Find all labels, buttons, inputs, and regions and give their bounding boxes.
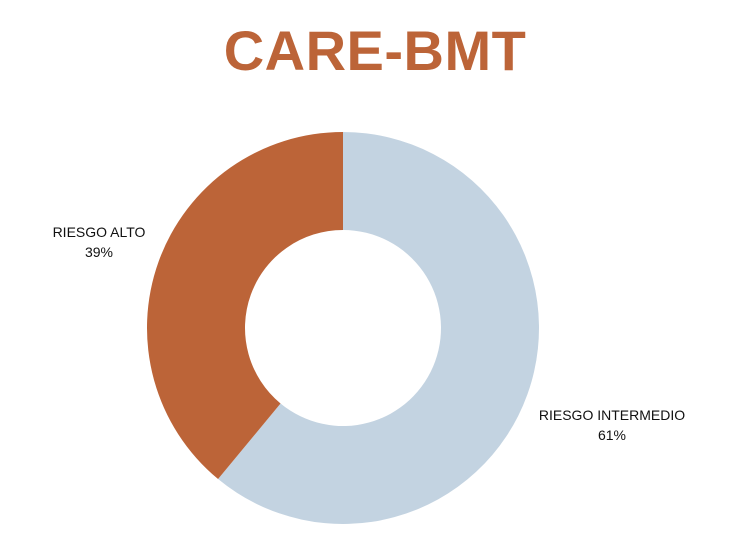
slice-label: RIESGO ALTO	[53, 224, 146, 240]
slice-riesgo-alto	[147, 132, 343, 480]
slice-value-label: 39%	[85, 244, 113, 260]
slice-label: RIESGO INTERMEDIO	[539, 407, 685, 423]
chart-title: CARE-BMT	[223, 19, 527, 82]
slice-riesgo-intermedio	[218, 132, 540, 524]
slice-value-label: 61%	[598, 427, 626, 443]
